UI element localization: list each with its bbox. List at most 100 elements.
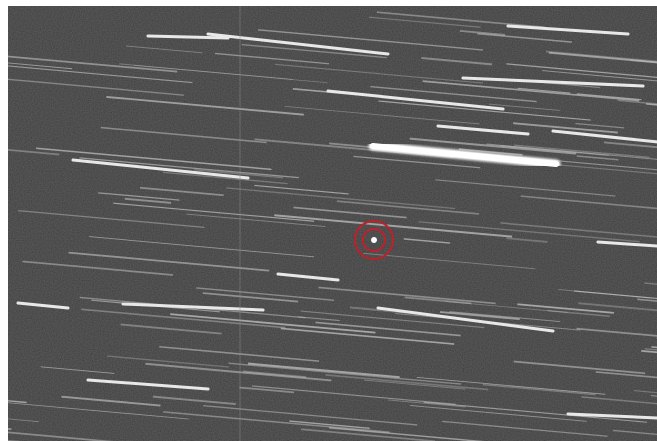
faint-trail [363,252,536,270]
faint-trail [315,321,461,337]
faint-trail [500,222,657,238]
faint-trail [226,187,456,210]
faint-trail [603,141,657,149]
faint-trail [98,192,180,201]
target-marker [354,220,394,260]
faint-trail [318,286,496,305]
bright-trail [436,124,530,136]
faint-trail [513,144,650,159]
faint-trail [196,287,335,301]
faint-trail [422,80,640,102]
bright-trail [16,301,70,310]
faint-trail [120,323,222,335]
faint-trail [274,214,513,238]
faint-trail [159,345,320,362]
faint-trail [8,418,39,423]
faint-trail [439,311,520,321]
faint-trail [418,221,640,243]
faint-trail [403,238,451,244]
faint-trail [247,362,400,379]
faint-trail [133,64,328,84]
bright-star-trails [16,24,657,420]
faint-trail [423,401,648,423]
bright-trail [506,24,630,36]
faint-trail [280,327,455,345]
faint-trail [368,16,481,28]
faint-trail [578,302,657,312]
faint-trail [68,251,270,272]
bright-streak [368,141,561,169]
bright-trail [146,34,230,40]
faint-trail [254,184,349,195]
faint-trail [617,99,657,105]
faint-trail [301,428,435,441]
faint-trail [8,431,114,441]
faint-trail [376,11,545,29]
faint-trail [445,301,568,313]
faint-trail [152,395,236,406]
faint-trail [573,290,657,300]
faint-trail [547,309,610,317]
bright-trail [206,32,390,56]
faint-trail [488,103,560,111]
faint-trail [145,362,332,382]
faint-trail [325,374,489,391]
faint-trail [506,63,657,79]
faint-trail [517,303,614,314]
target-object [371,237,377,243]
faint-trail [163,411,390,433]
faint-trail [575,122,625,129]
faint-trail [289,420,370,430]
faint-trail [81,308,286,329]
faint-trail [257,29,484,51]
faint-trail [100,126,267,144]
faint-trail [106,355,229,368]
faint-trail [297,316,340,322]
bright-trail [71,158,250,180]
faint-trail [18,210,205,229]
faint-trail [370,85,537,103]
faint-trail [410,404,587,422]
sky-noise [8,6,657,441]
faint-trail [388,399,466,408]
faint-trail [239,386,295,394]
faint-trail [513,122,618,134]
faint-trail [162,171,288,185]
faint-trail [449,311,561,323]
faint-trail [139,186,224,197]
bright-trail [461,76,645,88]
faint-trail [186,213,326,227]
bright-trail [276,272,340,282]
bright-trail [86,378,210,391]
faint-trail [241,43,387,59]
faint-trail [8,65,193,84]
faint-trail [336,200,480,215]
faint-trail [284,105,480,125]
faint-trail [612,429,657,436]
faint-trail [442,420,608,437]
faint-trail [36,147,272,171]
faint-trail [300,310,485,329]
faint-trail [89,236,315,258]
faint-trail [513,360,646,375]
faint-trail [409,137,577,155]
faint-trail [106,95,304,116]
faint-trail [22,260,174,276]
faint-trail [459,29,506,36]
faint-trail [274,63,484,84]
faint-trail [8,400,27,404]
faint-trail [595,371,657,379]
faint-trail [125,45,203,54]
faint-trail [421,56,493,66]
faint-trail [61,395,161,407]
faint-trail [293,206,407,219]
faint-trail [113,202,315,222]
faint-trail [548,51,657,64]
faint-trail [482,383,596,396]
faint-trail [228,362,462,385]
faint-trail [243,370,307,379]
faint-trail [576,93,642,101]
faint-trail [251,385,456,405]
faint-trail [8,148,60,156]
bright-trail [596,240,657,248]
